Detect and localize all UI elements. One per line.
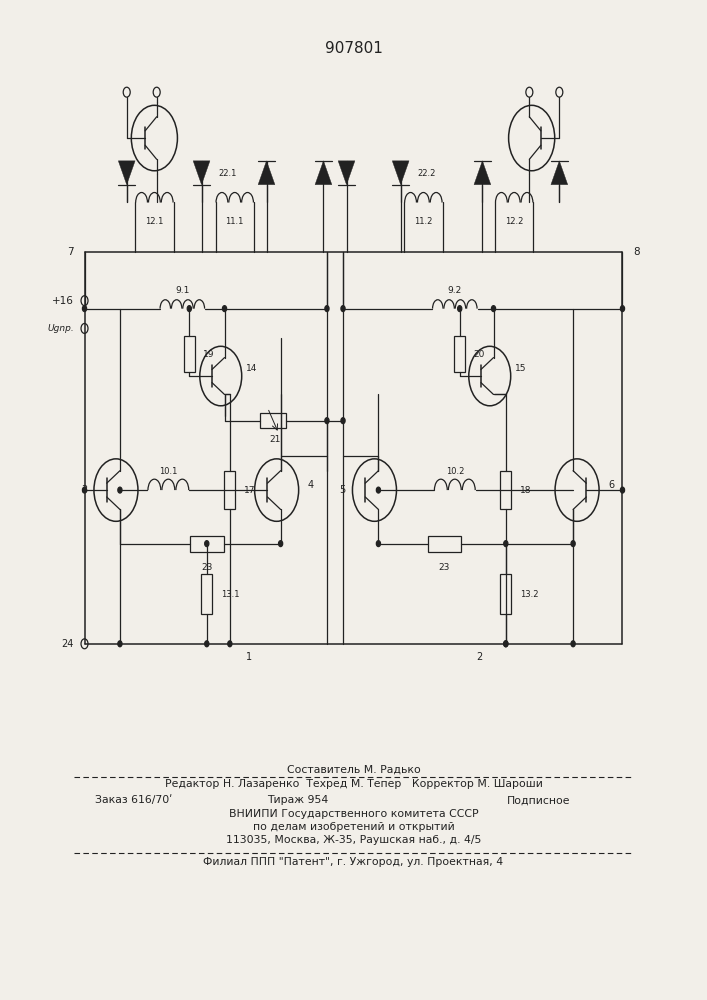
Polygon shape (474, 161, 491, 185)
Circle shape (83, 487, 87, 493)
Circle shape (132, 105, 177, 171)
Text: 113035, Москва, Ж-35, Раушская наб., д. 4/5: 113035, Москва, Ж-35, Раушская наб., д. … (226, 835, 481, 845)
Circle shape (571, 641, 575, 647)
Circle shape (83, 306, 87, 312)
Circle shape (376, 541, 380, 547)
Circle shape (200, 346, 242, 406)
Text: 12.2: 12.2 (505, 217, 523, 226)
Text: Тираж 954: Тираж 954 (267, 795, 328, 805)
Circle shape (341, 418, 345, 424)
Bar (224, 471, 235, 509)
Circle shape (555, 459, 599, 521)
Bar (454, 336, 465, 372)
Circle shape (123, 87, 130, 97)
Text: 22.1: 22.1 (218, 169, 237, 178)
Circle shape (118, 641, 122, 647)
Bar (501, 574, 511, 614)
Polygon shape (258, 161, 275, 185)
Text: 4: 4 (308, 480, 314, 490)
Text: 10.1: 10.1 (159, 467, 177, 476)
Text: 2: 2 (476, 652, 482, 662)
Circle shape (255, 459, 298, 521)
Text: 8: 8 (633, 247, 640, 257)
Text: 18: 18 (520, 486, 531, 495)
Circle shape (205, 541, 209, 547)
Bar (428, 536, 461, 552)
Text: 6: 6 (608, 480, 614, 490)
Text: 13.1: 13.1 (221, 590, 239, 599)
Circle shape (325, 418, 329, 424)
Bar (260, 413, 286, 428)
Text: 7: 7 (67, 247, 74, 257)
Circle shape (279, 541, 283, 547)
Circle shape (503, 641, 508, 647)
Circle shape (187, 306, 192, 312)
Circle shape (376, 487, 380, 493)
Text: 5: 5 (339, 485, 346, 495)
Circle shape (620, 487, 624, 493)
Bar (190, 536, 223, 552)
Text: Подписное: Подписное (507, 795, 571, 805)
Bar (501, 471, 511, 509)
Circle shape (81, 296, 88, 306)
Text: 23: 23 (438, 563, 450, 572)
Text: 15: 15 (515, 364, 527, 373)
Circle shape (571, 541, 575, 547)
Polygon shape (338, 161, 355, 185)
Text: Заказ 616/70ʹ: Заказ 616/70ʹ (95, 795, 173, 805)
Text: ВНИИПИ Государственного комитета СССР: ВНИИПИ Государственного комитета СССР (228, 809, 479, 819)
Text: по делам изобретений и открытий: по делам изобретений и открытий (252, 822, 455, 832)
Text: 20: 20 (474, 350, 485, 359)
Polygon shape (193, 161, 210, 185)
Bar (184, 336, 195, 372)
Circle shape (508, 105, 555, 171)
Circle shape (503, 641, 508, 647)
Circle shape (223, 306, 227, 312)
Circle shape (118, 487, 122, 493)
Circle shape (81, 323, 88, 333)
Circle shape (620, 306, 624, 312)
Bar (201, 574, 212, 614)
Text: 907801: 907801 (325, 41, 382, 56)
Circle shape (526, 87, 533, 97)
Polygon shape (551, 161, 568, 185)
Circle shape (81, 639, 88, 649)
Circle shape (325, 306, 329, 312)
Text: 24: 24 (62, 639, 74, 649)
Text: 1: 1 (245, 652, 252, 662)
Text: 23: 23 (201, 563, 213, 572)
Circle shape (353, 459, 397, 521)
Text: Составитель М. Радько: Составитель М. Радько (286, 765, 421, 775)
Text: 21: 21 (269, 435, 280, 444)
Circle shape (491, 306, 496, 312)
Text: 12.1: 12.1 (145, 217, 163, 226)
Text: 19: 19 (204, 350, 215, 359)
Text: 9.1: 9.1 (175, 286, 189, 295)
Circle shape (205, 641, 209, 647)
Polygon shape (118, 161, 135, 185)
Circle shape (556, 87, 563, 97)
Circle shape (94, 459, 138, 521)
Circle shape (228, 641, 232, 647)
Text: 13.2: 13.2 (520, 590, 538, 599)
Text: 11.1: 11.1 (226, 217, 244, 226)
Text: 9.2: 9.2 (448, 286, 462, 295)
Circle shape (469, 346, 510, 406)
Text: Ugnp.: Ugnp. (47, 324, 74, 333)
Text: Редактор Н. Лазаренко  Техред М. Тепер   Корректор М. Шароши: Редактор Н. Лазаренко Техред М. Тепер Ко… (165, 779, 542, 789)
Text: +16: +16 (52, 296, 74, 306)
Polygon shape (392, 161, 409, 185)
Circle shape (457, 306, 462, 312)
Circle shape (153, 87, 160, 97)
Text: 14: 14 (246, 364, 257, 373)
Text: 17: 17 (244, 486, 255, 495)
Circle shape (341, 306, 345, 312)
Text: 11.2: 11.2 (414, 217, 433, 226)
Text: 10.2: 10.2 (445, 467, 464, 476)
Polygon shape (315, 161, 332, 185)
Text: 3: 3 (81, 485, 88, 495)
Text: Филиал ППП "Патент", г. Ужгород, ул. Проектная, 4: Филиал ППП "Патент", г. Ужгород, ул. Про… (204, 857, 503, 867)
Circle shape (503, 541, 508, 547)
Text: 22.2: 22.2 (418, 169, 436, 178)
